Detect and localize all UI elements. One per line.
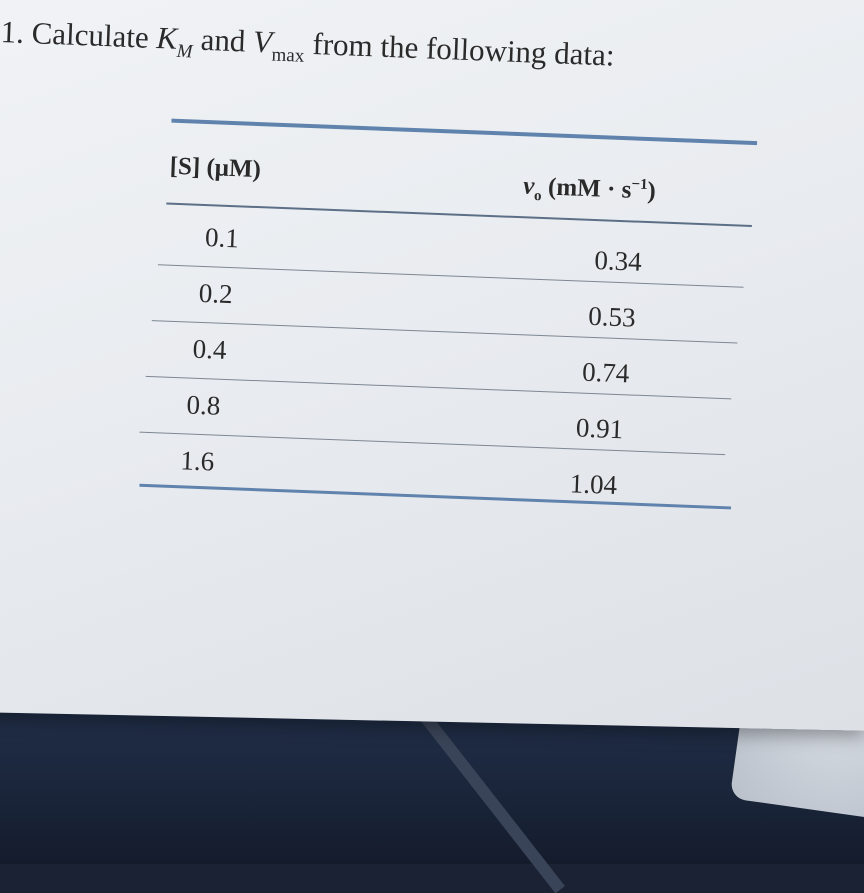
question-text: 1. Calculate KM and Vmax from the follow… xyxy=(0,14,615,80)
k-symbol: K xyxy=(155,20,178,56)
header-velocity: vo (mM · s−1) xyxy=(523,172,657,209)
v-subscript: max xyxy=(271,44,305,67)
table-top-rule xyxy=(171,118,758,146)
row-divider xyxy=(145,375,732,400)
question-lead: Calculate xyxy=(31,15,150,55)
row-divider xyxy=(157,264,744,288)
k-subscript: M xyxy=(176,40,193,63)
header-substrate: [S] (μM) xyxy=(169,152,262,184)
cell-v-5: 1.04 xyxy=(569,468,618,501)
row-divider xyxy=(139,431,726,456)
cell-s-3: 0.4 xyxy=(192,333,228,365)
cell-s-1: 0.1 xyxy=(204,222,240,254)
cell-v-4: 0.91 xyxy=(575,412,624,445)
velocity-units-prefix: (mM · s xyxy=(547,173,632,204)
cell-v-1: 0.34 xyxy=(593,245,643,277)
question-conjunction: and xyxy=(200,21,247,59)
question-number: 1. xyxy=(0,14,25,50)
cell-v-2: 0.53 xyxy=(587,300,637,333)
row-divider xyxy=(151,320,738,344)
table-bottom-rule xyxy=(139,483,732,510)
cell-v-3: 0.74 xyxy=(581,356,630,389)
question-tail: from the following data: xyxy=(311,26,616,73)
table-header-rule xyxy=(166,202,752,228)
velocity-subscript: o xyxy=(533,187,542,205)
cell-s-2: 0.2 xyxy=(198,277,234,310)
velocity-units-suffix: ) xyxy=(646,177,657,205)
cell-s-5: 1.6 xyxy=(179,445,215,477)
velocity-units-exponent: −1 xyxy=(631,176,648,193)
problem-content: 1. Calculate KM and Vmax from the follow… xyxy=(0,14,758,510)
v-symbol: V xyxy=(252,23,273,60)
cell-s-4: 0.8 xyxy=(186,389,221,421)
